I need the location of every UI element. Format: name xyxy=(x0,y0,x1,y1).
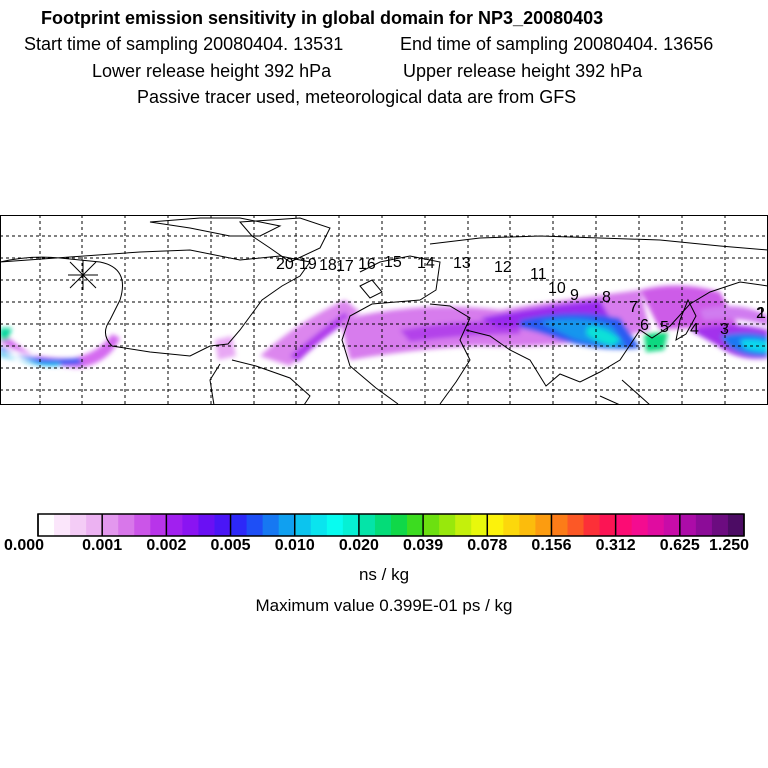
colorbar-segment xyxy=(519,514,536,536)
tracer-note: Passive tracer used, meteorological data… xyxy=(137,87,577,107)
colorbar-tick-label: 1.250 xyxy=(708,537,750,554)
colorbar-segment xyxy=(342,514,360,536)
colorbar-segment xyxy=(214,514,232,536)
day-label-6: 6 xyxy=(640,317,649,334)
colorbar-segment xyxy=(599,514,617,536)
colorbar-segment xyxy=(182,514,199,536)
colorbar-segment xyxy=(70,514,87,536)
day-label-14: 14 xyxy=(417,255,435,272)
colorbar-segment xyxy=(455,514,472,536)
colorbar-segment xyxy=(407,514,424,536)
colorbar xyxy=(37,513,745,537)
day-label-3: 3 xyxy=(720,321,729,338)
colorbar-segment xyxy=(535,514,552,536)
colorbar-segment xyxy=(86,514,103,536)
colorbar-segment xyxy=(647,514,665,536)
colorbar-segment xyxy=(631,514,649,536)
colorbar-segment xyxy=(679,514,697,536)
colorbar-segment xyxy=(326,514,344,536)
colorbar-tick-label: 0.000 xyxy=(3,537,45,554)
colorbar-tick-label: 0.005 xyxy=(210,537,251,554)
day-label-16: 16 xyxy=(358,256,376,273)
coastlines xyxy=(0,217,768,405)
colorbar-segment xyxy=(38,514,55,536)
colorbar-segment xyxy=(487,514,504,536)
colorbar-frame xyxy=(37,513,745,537)
day-label-4: 4 xyxy=(690,321,699,338)
colorbar-segment xyxy=(727,514,745,536)
colorbar-segment xyxy=(374,514,392,536)
colorbar-tick-label: 0.078 xyxy=(467,537,508,554)
colorbar-segment xyxy=(262,514,280,536)
colorbar-tick-label: 0.010 xyxy=(274,537,315,554)
colorbar-segment xyxy=(134,514,151,536)
colorbar-segment xyxy=(551,514,568,536)
colorbar-segment xyxy=(166,514,183,536)
start-time-label: Start time of sampling 20080404. 13531 xyxy=(24,34,344,54)
day-label-9: 9 xyxy=(570,287,579,304)
day-label-17: 17 xyxy=(336,258,354,275)
graticule xyxy=(0,215,768,405)
day-label-18: 18 xyxy=(319,257,337,274)
day-label-15: 15 xyxy=(384,254,402,271)
colorbar-segment xyxy=(695,514,713,536)
colorbar-segment xyxy=(439,514,456,536)
colorbar-tick-label: 0.156 xyxy=(531,537,572,554)
colorbar-tick-label: 0.312 xyxy=(595,537,636,554)
colorbar-segment xyxy=(358,514,376,536)
day-label-13: 13 xyxy=(453,255,471,272)
day-label-7: 7 xyxy=(629,299,638,316)
colorbar-segment xyxy=(246,514,264,536)
day-label-1: 1 xyxy=(757,305,766,322)
day-label-10: 10 xyxy=(548,280,566,297)
colorbar-segment xyxy=(198,514,215,536)
release-site-marker xyxy=(68,260,98,290)
colorbar-tick-label: 0.001 xyxy=(82,537,123,554)
colorbar-tick-label: 0.625 xyxy=(659,537,700,554)
colorbar-segment xyxy=(118,514,135,536)
day-label-8: 8 xyxy=(602,289,611,306)
colorbar-segment xyxy=(150,514,167,536)
lower-height-label: Lower release height 392 hPa xyxy=(92,61,332,81)
day-label-20: 20 xyxy=(276,256,294,273)
sensitivity-plume xyxy=(0,285,768,368)
colorbar-segment xyxy=(711,514,729,536)
colorbar-unit: ns / kg xyxy=(358,565,410,584)
colorbar-segment xyxy=(471,514,488,536)
colorbar-segment xyxy=(310,514,328,536)
colorbar-segment xyxy=(102,514,119,536)
colorbar-segment xyxy=(567,514,585,536)
colorbar-segment xyxy=(278,514,296,536)
colorbar-segment xyxy=(423,514,440,536)
day-label-19: 19 xyxy=(299,256,317,273)
plot-title: Footprint emission sensitivity in global… xyxy=(41,8,604,28)
day-labels: 1 2 3 4 5 6 7 8 9 10 11 12 13 14 15 16 1… xyxy=(276,254,766,338)
colorbar-tick-label: 0.002 xyxy=(146,537,187,554)
day-label-12: 12 xyxy=(494,259,512,276)
day-label-11: 11 xyxy=(530,266,547,283)
colorbar-segment xyxy=(503,514,520,536)
end-time-label: End time of sampling 20080404. 13656 xyxy=(400,34,714,54)
colorbar-segment xyxy=(391,514,408,536)
colorbar-segment xyxy=(230,514,248,536)
day-label-5: 5 xyxy=(660,319,669,336)
colorbar-segment xyxy=(583,514,601,536)
colorbar-segment xyxy=(615,514,633,536)
day-label-2: 2 xyxy=(756,305,765,322)
colorbar-tick-label: 0.020 xyxy=(338,537,379,554)
colorbar-segment xyxy=(294,514,312,536)
colorbar-tick-label: 0.039 xyxy=(403,537,444,554)
colorbar-segment xyxy=(54,514,71,536)
colorbar-segment xyxy=(663,514,681,536)
upper-height-label: Upper release height 392 hPa xyxy=(403,61,643,81)
maximum-value: Maximum value 0.399E-01 ps / kg xyxy=(255,596,513,615)
